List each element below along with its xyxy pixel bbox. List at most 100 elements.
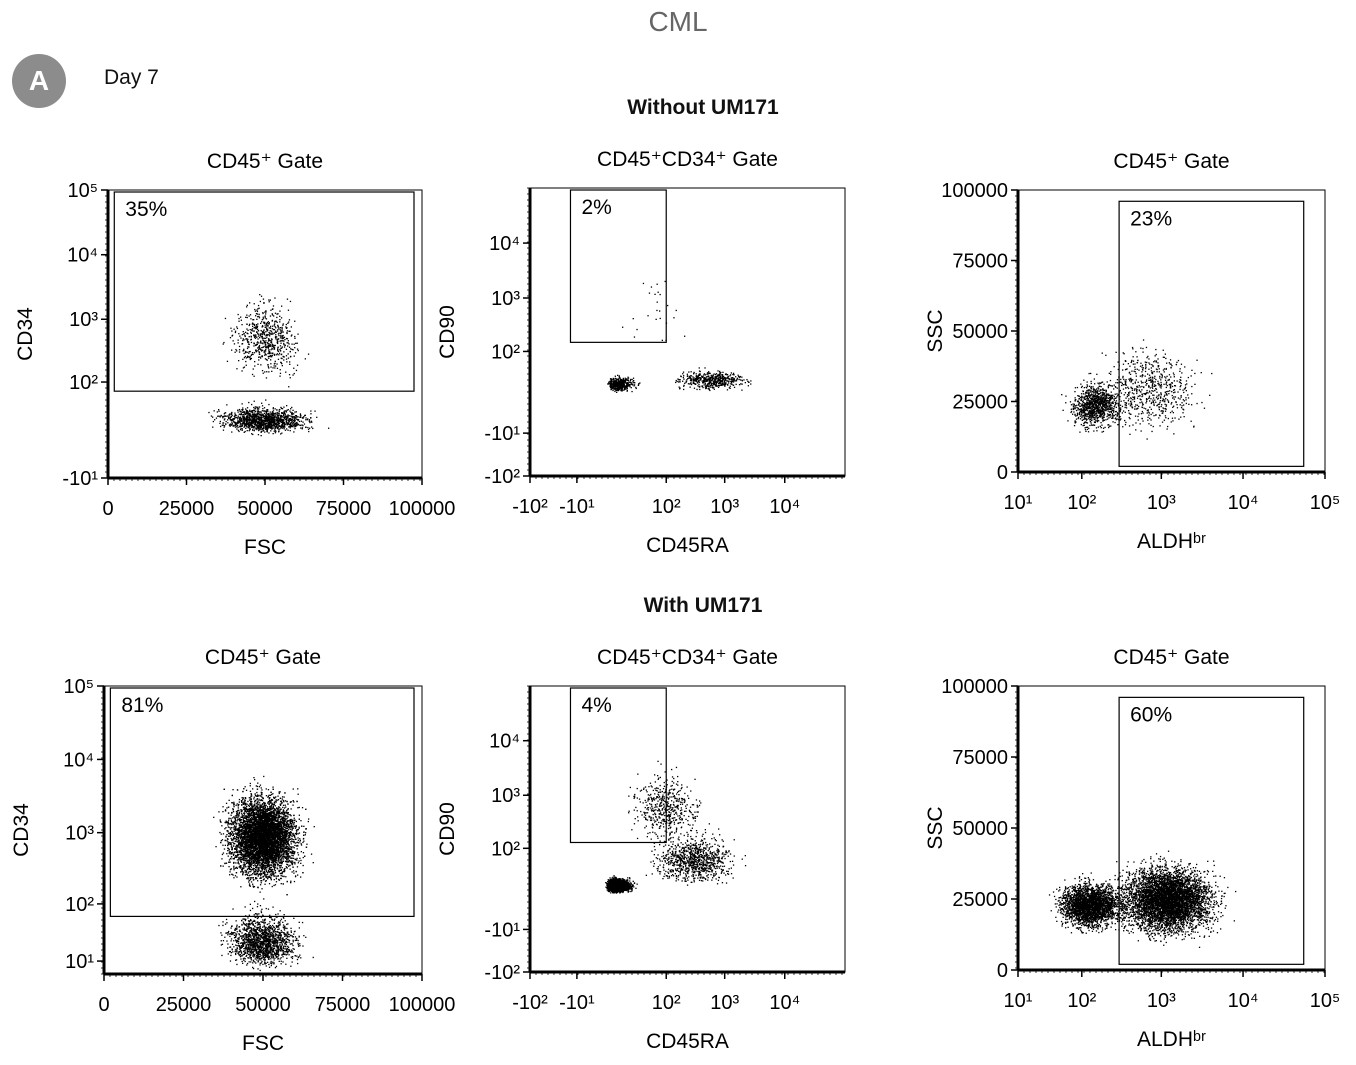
event-dot <box>616 385 618 387</box>
event-dot <box>744 382 746 384</box>
event-dot <box>1082 390 1084 393</box>
event-dot <box>1141 382 1143 384</box>
event-dot <box>1124 392 1127 394</box>
event-dot <box>1062 409 1064 411</box>
event-dot <box>265 420 267 422</box>
event-dot <box>708 377 710 379</box>
event-dot <box>638 384 640 386</box>
event-dot <box>1073 406 1075 408</box>
event-dot <box>1094 413 1096 416</box>
event-dot <box>1148 379 1150 381</box>
event-dot <box>609 384 612 386</box>
event-dot <box>1070 404 1073 406</box>
event-dot <box>636 328 638 331</box>
event-dot <box>264 345 266 347</box>
event-dot <box>1176 361 1178 363</box>
event-dot <box>236 424 238 426</box>
event-dot <box>239 416 242 418</box>
event-dot <box>291 348 293 351</box>
event-dot <box>1144 375 1146 377</box>
event-dot <box>253 352 256 354</box>
event-dot <box>261 319 263 321</box>
event-dot <box>254 310 257 312</box>
event-dot <box>1153 415 1155 417</box>
event-dot <box>1101 408 1103 410</box>
event-dot <box>1146 391 1148 394</box>
event-dot <box>257 417 260 419</box>
event-dot <box>717 374 719 377</box>
event-dot <box>238 430 240 433</box>
event-dot <box>639 382 641 384</box>
event-dot <box>679 388 681 390</box>
event-dot <box>244 411 246 413</box>
event-dot <box>1091 391 1094 393</box>
event-dot <box>235 414 237 417</box>
event-dot <box>1090 406 1092 408</box>
event-dot <box>263 330 265 332</box>
event-dot <box>261 428 263 431</box>
event-dot <box>620 388 623 390</box>
event-dot <box>281 408 284 410</box>
event-dots <box>208 294 330 437</box>
event-dot <box>615 389 617 391</box>
event-dot <box>287 340 289 342</box>
event-dot <box>1099 425 1101 427</box>
event-dot <box>1142 412 1144 414</box>
event-dot <box>735 383 737 385</box>
event-dot <box>1159 375 1161 378</box>
event-dot <box>1100 411 1102 413</box>
event-dot <box>263 417 265 420</box>
event-dot <box>677 381 680 383</box>
event-dot <box>1090 400 1092 402</box>
event-dot <box>678 379 680 381</box>
event-dot <box>1164 379 1167 381</box>
event-dot <box>1146 400 1148 403</box>
event-dot <box>701 385 703 387</box>
event-dot <box>235 416 237 419</box>
event-dot <box>1080 405 1082 407</box>
event-dot <box>279 340 281 342</box>
event-dot <box>1184 366 1186 368</box>
event-dot <box>1163 408 1165 410</box>
event-dot <box>270 309 272 311</box>
event-dot <box>1122 352 1124 354</box>
event-dot <box>1163 395 1165 398</box>
event-dot <box>615 386 617 388</box>
event-dot <box>1150 370 1153 372</box>
event-dot <box>695 383 697 385</box>
event-dot <box>304 414 306 417</box>
event-dot <box>1132 424 1134 426</box>
event-dot <box>260 428 262 430</box>
event-dot <box>620 384 623 386</box>
event-dot <box>244 334 246 337</box>
event-dot <box>293 343 295 345</box>
event-dot <box>618 388 620 390</box>
event-dot <box>262 422 265 424</box>
event-dot <box>264 343 266 345</box>
event-dot <box>1111 395 1113 397</box>
event-dot <box>1132 383 1134 385</box>
event-dot <box>739 375 741 378</box>
event-dot <box>1164 353 1166 355</box>
event-dot <box>244 430 246 433</box>
event-dot <box>1107 397 1109 399</box>
event-dot <box>268 421 270 424</box>
event-dot <box>254 412 256 414</box>
event-dot <box>632 377 635 379</box>
event-dot <box>712 376 714 378</box>
event-dot <box>269 330 271 332</box>
event-dot <box>247 416 249 418</box>
event-dot <box>1094 397 1096 399</box>
event-dot <box>1139 395 1141 397</box>
event-dot <box>278 424 280 427</box>
event-dot <box>268 334 270 336</box>
event-dot <box>236 428 238 430</box>
event-dot <box>1082 406 1084 409</box>
event-dot <box>284 338 286 341</box>
event-dot <box>1074 421 1076 423</box>
event-dot <box>270 422 272 425</box>
event-dot <box>258 351 261 354</box>
event-dot <box>292 374 294 376</box>
event-dot <box>1102 400 1105 402</box>
event-dot <box>286 361 288 363</box>
